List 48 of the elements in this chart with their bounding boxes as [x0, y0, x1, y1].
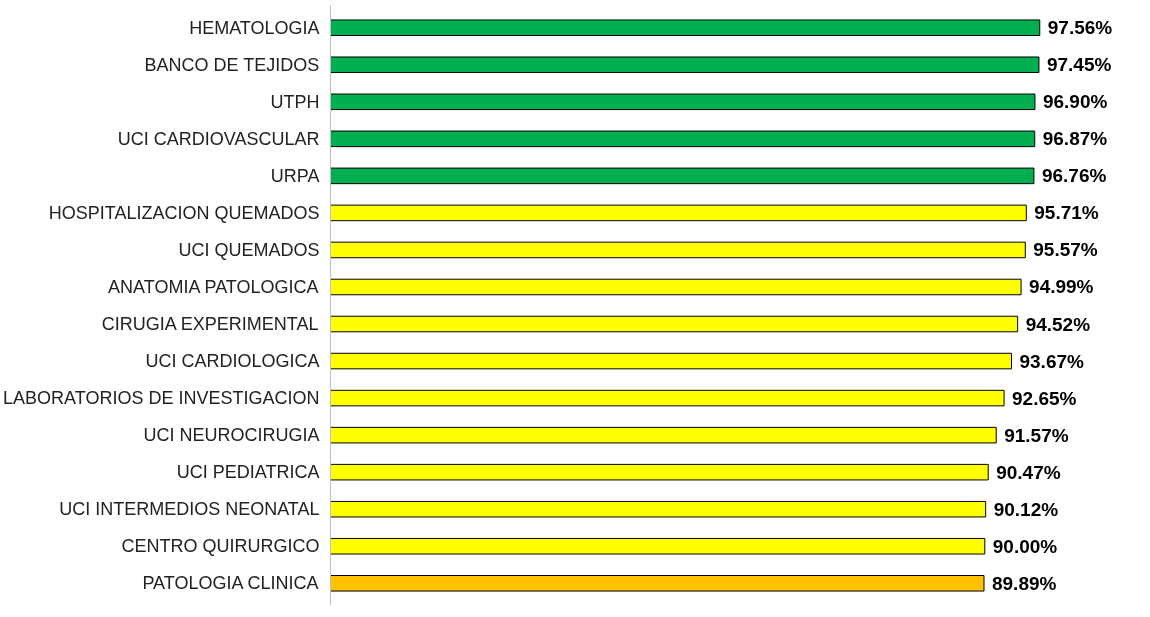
y-tick-label: LABORATORIOS DE INVESTIGACION — [3, 388, 320, 409]
data-label: 96.90% — [1042, 91, 1108, 113]
bar — [330, 167, 1035, 185]
data-label: 94.99% — [1029, 276, 1094, 298]
data-label: 95.57% — [1033, 239, 1098, 261]
y-tick-label: CENTRO QUIRURGICO — [121, 536, 320, 557]
data-label: 95.71% — [1034, 202, 1099, 224]
bar — [330, 500, 987, 518]
y-tick-label: UTPH — [270, 91, 320, 112]
data-label: 97.56% — [1047, 17, 1113, 39]
y-tick-label: UCI PEDIATRICA — [176, 462, 320, 483]
y-tick-label: UCI NEUROCIRUGIA — [143, 425, 320, 446]
bar — [330, 537, 986, 555]
bar — [330, 93, 1036, 111]
bar — [330, 241, 1026, 259]
data-label: 89.89% — [991, 572, 1057, 594]
bar — [330, 352, 1012, 370]
data-label: 90.47% — [996, 461, 1061, 483]
y-tick-label: UCI QUEMADOS — [178, 239, 320, 260]
data-label: 90.12% — [993, 498, 1059, 520]
y-tick-label: ANATOMIA PATOLOGICA — [108, 276, 319, 297]
data-label: 97.45% — [1046, 54, 1112, 76]
y-tick-label: HOSPITALIZACION QUEMADOS — [48, 202, 320, 223]
y-tick-label: URPA — [270, 165, 320, 186]
bar — [330, 315, 1019, 333]
y-tick-label: UCI CARDIOLOGICA — [145, 351, 320, 372]
bar — [330, 426, 997, 444]
data-label: 94.52% — [1025, 313, 1091, 335]
data-label: 93.67% — [1019, 350, 1085, 372]
bar — [330, 56, 1040, 74]
bar — [330, 389, 1005, 407]
data-label: 91.57% — [1004, 424, 1069, 446]
y-tick-label: CIRUGIA EXPERIMENTAL — [101, 314, 319, 335]
bar — [330, 19, 1041, 36]
bar — [330, 130, 1036, 148]
bar — [330, 204, 1027, 222]
y-tick-label: UCI CARDIOVASCULAR — [117, 128, 320, 149]
y-tick-label: PATOLOGIA CLINICA — [142, 573, 319, 594]
y-tick-label: UCI INTERMEDIOS NEONATAL — [59, 499, 320, 520]
y-tick-label: BANCO DE TEJIDOS — [144, 54, 320, 75]
data-label: 90.00% — [992, 535, 1058, 557]
bar — [330, 575, 985, 592]
data-label: 92.65% — [1012, 387, 1077, 409]
y-tick-label: HEMATOLOGIA — [189, 17, 320, 38]
bar — [330, 278, 1022, 296]
data-label: 96.76% — [1041, 165, 1107, 187]
bar — [330, 463, 989, 481]
data-label: 96.87% — [1042, 128, 1108, 150]
